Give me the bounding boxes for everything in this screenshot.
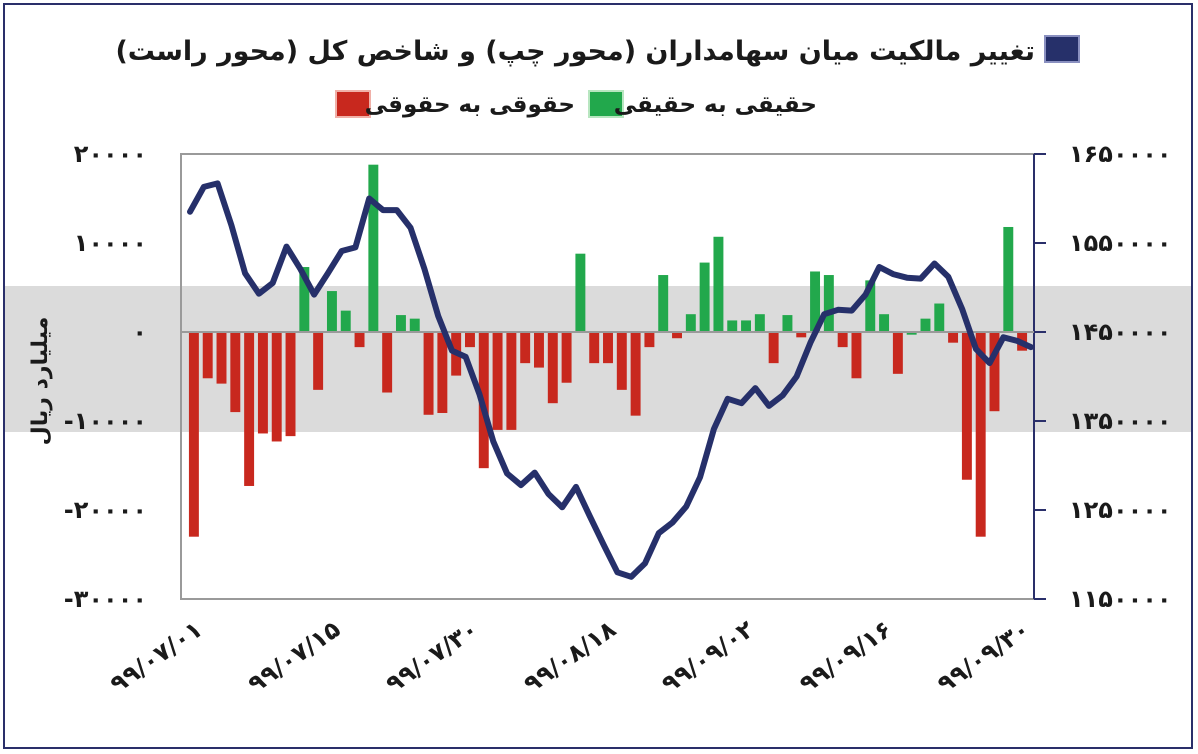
x-axis: ۹۹/۰۷/۰۱ ۹۹/۰۷/۱۵ ۹۹/۰۷/۳۰ ۹۹/۰۸/۱۸ ۹۹/۰… [105,615,1035,699]
bars-layer [188,164,1028,537]
x-tick-label: ۹۹/۰۹/۳۰ [932,615,1034,698]
x-tick-label: ۹۹/۰۹/۰۲ [657,615,760,699]
legend-swatch-real-to-real [588,90,624,118]
bar [534,332,544,368]
chart-svg: تغییر مالکیت میان سهامداران (محور چپ) و … [5,35,1191,699]
bar [823,275,834,332]
x-tick-label: ۹۹/۰۷/۰۱ [105,615,207,698]
bar [409,318,420,332]
bar [892,332,903,374]
bar [644,332,655,348]
right-axis: ۱۶۵۰۰۰۰ ۱۵۵۰۰۰۰ ۱۴۵۰۰۰۰ ۱۳۵۰۰۰۰ ۱۲۵۰۰۰۰ … [1034,140,1172,613]
bar [244,332,255,486]
bar [465,332,475,348]
bar [1003,226,1014,332]
bar [313,332,324,390]
bar [547,332,558,404]
bar [368,164,379,332]
bar [616,332,627,390]
bar [202,332,213,379]
bar [865,280,876,332]
bar [685,314,696,332]
left-axis: ۲۰۰۰۰ ۱۰۰۰۰ ۰ -۱۰۰۰۰ -۲۰۰۰۰ -۳۰۰۰۰ [64,140,147,613]
left-tick-label: ۱۰۰۰۰ [74,229,147,257]
legend-label-real-to-real: حقیقی به حقیقی [614,92,817,118]
right-tick-label: ۱۱۵۰۰۰۰ [1069,585,1172,613]
left-tick-label: ۰ [132,318,147,346]
bar [768,332,779,364]
x-tick-label: ۹۹/۰۷/۳۰ [381,615,483,698]
left-tick-label: -۲۰۰۰۰ [64,496,147,524]
bar [934,303,945,332]
chart-title: تغییر مالکیت میان سهامداران (محور چپ) و … [115,36,1035,67]
bar [603,332,613,364]
bar [713,236,724,332]
bar [906,332,917,335]
bar [961,332,972,480]
x-tick-label: ۹۹/۰۸/۱۸ [519,615,622,699]
left-tick-label: -۳۰۰۰۰ [64,585,147,613]
bar [506,332,517,430]
bar [354,332,365,348]
legend-swatch-index [1044,35,1080,63]
bar [561,332,572,383]
right-tick-label: ۱۶۵۰۰۰۰ [1069,140,1172,168]
bar [630,332,641,416]
right-tick-label: ۱۴۵۰۰۰۰ [1069,318,1172,346]
bar [257,332,268,434]
bar [326,291,337,332]
bar [727,320,738,332]
bar [658,275,669,332]
bar [948,332,959,343]
bar [216,332,227,384]
y-axis-label: میلیارد ریال [28,317,53,446]
right-tick-label: ۱۲۵۰۰۰۰ [1069,496,1172,524]
bar [837,332,848,348]
bar [782,315,793,332]
bar [285,332,296,437]
bar [395,315,406,332]
bar [989,332,1000,412]
bar [492,332,503,430]
bar [699,262,710,332]
left-tick-label: ۲۰۰۰۰ [74,140,147,168]
bar [340,310,351,332]
bar [796,332,807,338]
legend: حقیقی به حقیقی حقوقی به حقوقی [335,35,1080,118]
bar [879,314,890,332]
x-tick-label: ۹۹/۰۷/۱۵ [243,615,345,698]
bar [188,332,199,537]
right-tick-label: ۱۵۵۰۰۰۰ [1069,229,1172,257]
bar [741,320,751,332]
legend-swatch-legal-to-legal [335,90,371,118]
bar [230,332,241,413]
bar [975,332,986,537]
bar [299,267,310,332]
bar [851,332,862,379]
index-line [187,180,1034,580]
bar [437,332,448,413]
chart-frame: تغییر مالکیت میان سهامداران (محور چپ) و … [3,3,1193,749]
bar [271,332,282,442]
bar [423,332,434,415]
right-tick-label: ۱۳۵۰۰۰۰ [1069,407,1172,435]
bar [810,271,821,332]
x-tick-label: ۹۹/۰۹/۱۶ [794,615,896,698]
bar [754,314,765,332]
left-tick-label: -۱۰۰۰۰ [64,407,147,435]
bar [589,332,600,364]
bar [575,253,586,332]
bar [672,332,682,339]
bar [920,318,931,332]
bar [520,332,531,364]
legend-label-legal-to-legal: حقوقی به حقوقی [365,92,575,118]
bar [382,332,393,393]
